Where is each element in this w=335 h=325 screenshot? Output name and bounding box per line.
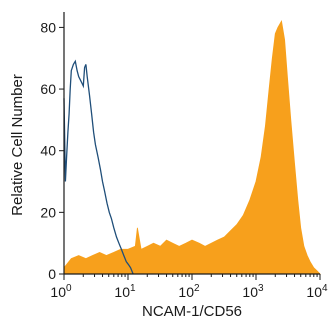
x-tick-label: 102 bbox=[178, 283, 200, 300]
x-tick-label: 101 bbox=[114, 283, 136, 300]
ticks: 0 20 40 60 80 100 101 102 103 104 bbox=[40, 19, 328, 300]
x-tick-label: 104 bbox=[306, 283, 328, 300]
x-tick-label: 103 bbox=[242, 283, 264, 300]
x-axis-label: NCAM-1/CD56 bbox=[142, 303, 242, 320]
y-tick-label: 20 bbox=[40, 204, 56, 220]
y-tick-label: 60 bbox=[40, 81, 56, 97]
y-tick-label: 80 bbox=[40, 19, 56, 35]
y-tick-label: 0 bbox=[48, 266, 56, 282]
series-layer bbox=[63, 20, 321, 275]
series-filled-histogram bbox=[63, 20, 321, 275]
x-tick-label: 100 bbox=[50, 283, 72, 300]
series-line-histogram bbox=[63, 59, 134, 275]
y-axis-label: Relative Cell Number bbox=[9, 74, 26, 216]
y-tick-label: 40 bbox=[40, 143, 56, 159]
